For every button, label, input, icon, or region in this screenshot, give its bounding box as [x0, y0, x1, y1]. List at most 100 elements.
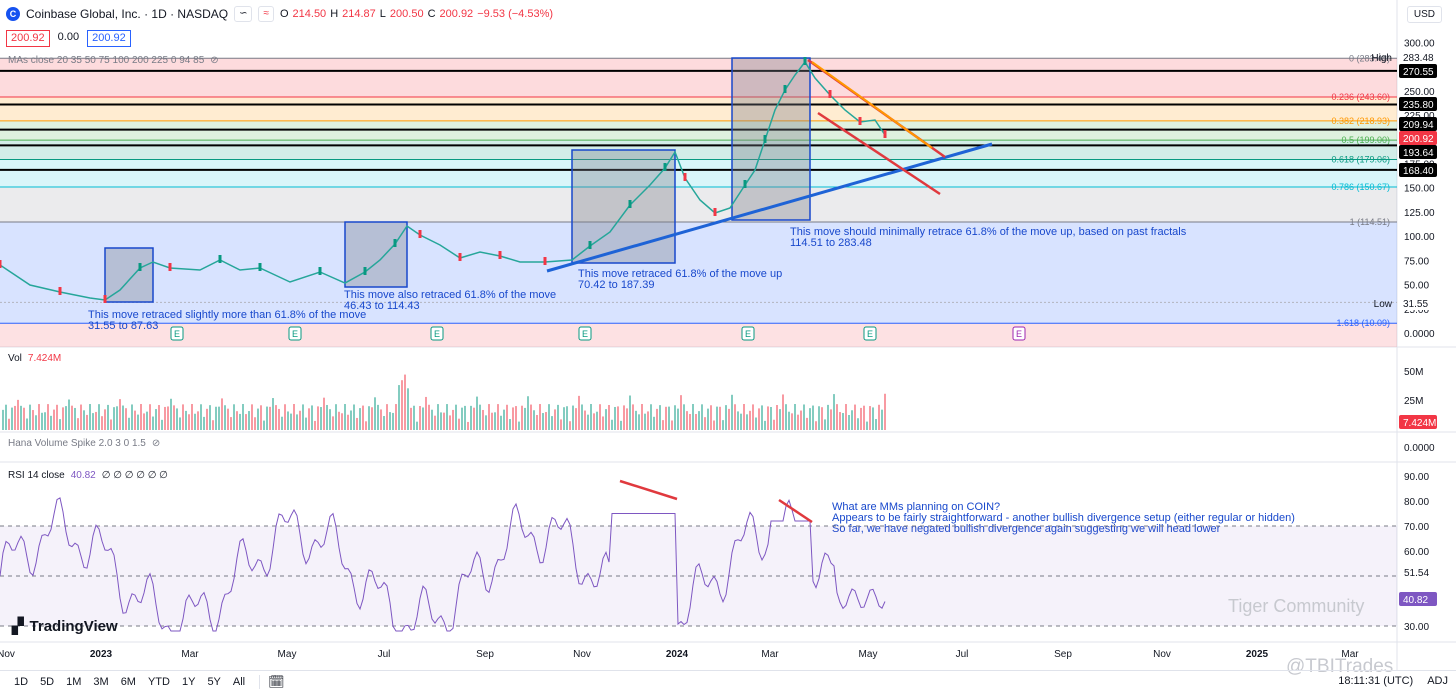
vol-legend[interactable]: Vol 7.424M [8, 353, 62, 364]
volume-bar [644, 413, 646, 430]
sell-price-button[interactable]: 200.92 [6, 30, 50, 47]
rsi-tick: 30.00 [1404, 622, 1429, 633]
timeframe-5d[interactable]: 5D [40, 676, 55, 688]
fib-band [0, 96, 1397, 121]
hana-legend[interactable]: Hana Volume Spike 2.0 3 0 1.5 ⊘ [8, 438, 161, 449]
volume-bar [779, 409, 781, 430]
volume-bar [152, 416, 154, 430]
volume-bar [131, 404, 133, 430]
adj-toggle[interactable]: ADJ [1427, 675, 1448, 687]
time-tick: May [859, 649, 878, 660]
volume-bar [329, 409, 331, 430]
candle [218, 255, 222, 263]
fib-label: 0.236 (243.60) [1331, 92, 1390, 102]
annotation-text: This move should minimally retrace 61.8%… [790, 226, 1187, 238]
price-badge-text: 270.55 [1403, 67, 1434, 78]
rsi-legend[interactable]: RSI 14 close 40.82 ∅ ∅ ∅ ∅ ∅ ∅ [8, 470, 168, 481]
timeframe-all[interactable]: All [232, 676, 246, 688]
fib-band [0, 159, 1397, 188]
volume-bar [404, 374, 406, 430]
volume-bar [641, 404, 643, 430]
volume-bar [854, 404, 856, 430]
vol-badge [1399, 415, 1437, 429]
clock: 18:11:31 (UTC) ADJ [1338, 675, 1448, 687]
volume-bar [851, 410, 853, 430]
volume-bar [17, 399, 19, 430]
volume-bar [491, 412, 493, 430]
volume-bar [212, 420, 214, 430]
volume-bar [335, 404, 337, 430]
earnings-marker-label: E [745, 329, 751, 339]
timeframe-6m[interactable]: 6M [120, 676, 136, 688]
annotation-text: This move retraced slightly more than 61… [88, 309, 366, 321]
candle [0, 260, 2, 268]
volume-bar [128, 417, 130, 430]
price-badge-label: Low [1374, 299, 1393, 310]
earnings-marker-icon [1012, 326, 1026, 341]
tradingview-logo[interactable]: ▞ TradingView [12, 617, 118, 636]
volume-bar [788, 411, 790, 430]
buy-price-button[interactable]: 200.92 [87, 30, 131, 47]
timeframe-buttons: 1D 5D 1M 3M 6M YTD 1Y 5Y All [0, 676, 251, 688]
volume-bar [368, 406, 370, 430]
timeframe-1d[interactable]: 1D [14, 676, 29, 688]
timeframe-1y[interactable]: 1Y [181, 676, 196, 688]
symbol-title[interactable]: Coinbase Global, Inc. · 1D · NASDAQ [26, 7, 229, 21]
mas-legend[interactable]: MAs close 20 35 50 75 100 200 225 0 94 8… [8, 55, 219, 66]
timeframe-1m[interactable]: 1M [66, 676, 82, 688]
volume-bar [830, 409, 832, 430]
volume-bar [590, 404, 592, 430]
volume-bar [881, 409, 883, 430]
clock-time[interactable]: 18:11:31 (UTC) [1338, 675, 1414, 687]
volume-bar [308, 408, 310, 430]
timeframe-3m[interactable]: 3M [93, 676, 109, 688]
volume-bar [185, 410, 187, 430]
volume-bar [422, 407, 424, 430]
volume-bar [362, 405, 364, 430]
hide-icon[interactable]: ∽ [234, 6, 253, 22]
volume-bar [248, 411, 250, 430]
compare-icon[interactable]: ≈ [258, 6, 274, 22]
volume-bar [299, 410, 301, 430]
volume-bar [518, 421, 520, 430]
candle [663, 163, 667, 171]
candle [858, 117, 862, 125]
volume-bar [269, 406, 271, 430]
volume-bar [638, 414, 640, 430]
timeframe-ytd[interactable]: YTD [147, 676, 170, 688]
volume-bar [317, 406, 319, 430]
volume-bar [671, 420, 673, 430]
volume-bar [500, 415, 502, 430]
volume-bar [794, 404, 796, 430]
volume-bar [836, 404, 838, 430]
earnings-marker-icon [430, 326, 444, 341]
earnings-marker-label: E [582, 329, 588, 339]
support-trendline [546, 142, 993, 273]
volume-bar [662, 420, 664, 430]
volume-bar [233, 404, 235, 430]
time-tick: Mar [181, 649, 199, 660]
currency-select[interactable]: USD [1406, 6, 1442, 23]
volume-bar [512, 407, 514, 430]
symbol-header: C Coinbase Global, Inc. · 1D · NASDAQ ∽ … [6, 6, 553, 22]
volume-bar [665, 406, 667, 430]
candle [393, 239, 397, 247]
volume-bar [539, 404, 541, 430]
volume-bar [443, 412, 445, 430]
volume-bar [617, 406, 619, 430]
timeframe-5y[interactable]: 5Y [207, 676, 221, 688]
volume-bar [44, 412, 46, 430]
price-tick: 125.00 [1404, 208, 1435, 219]
volume-bar [323, 397, 325, 430]
volume-bar [764, 420, 766, 430]
volume-bar [872, 407, 874, 430]
volume-bar [497, 404, 499, 430]
earnings-marker-icon [741, 326, 755, 341]
time-tick: Sep [1054, 649, 1072, 660]
time-tick: Jul [378, 649, 391, 660]
volume-bar [161, 419, 163, 430]
candle [318, 267, 322, 275]
price-badge [1399, 50, 1437, 64]
date-range-icon[interactable]: 🗓 [268, 674, 285, 689]
